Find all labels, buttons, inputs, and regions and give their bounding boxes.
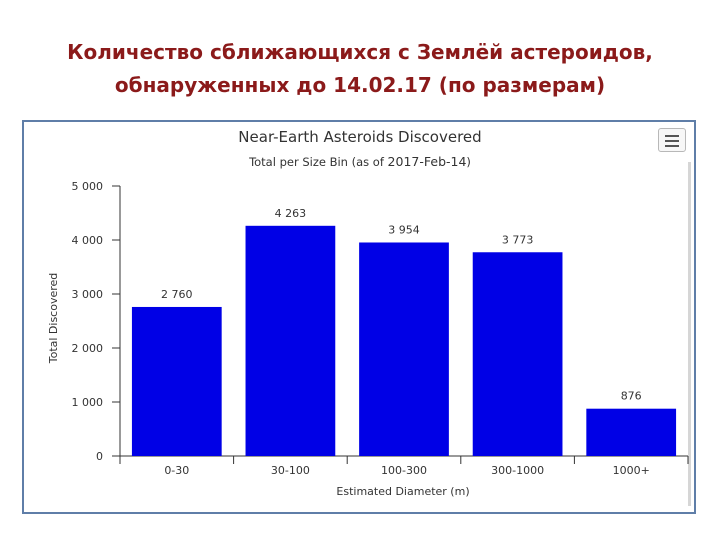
menu-line <box>665 145 679 147</box>
x-tick-label: 1000+ <box>613 464 650 477</box>
bar <box>359 242 449 456</box>
bar <box>131 306 222 456</box>
x-axis-label: Estimated Diameter (m) <box>336 485 469 498</box>
chart-subtitle: Total per Size Bin (as of 2017-Feb-14) <box>248 154 471 169</box>
menu-line <box>665 140 679 142</box>
slide-title-line-1: Количество сближающихся с Землёй астерои… <box>67 40 653 64</box>
menu-line <box>665 135 679 137</box>
chart-subtitle-suffix: ) <box>466 155 471 169</box>
y-tick-label: 5 000 <box>72 180 104 193</box>
bar <box>245 225 336 456</box>
y-tick-label: 3 000 <box>72 288 104 301</box>
chart-subtitle-date: 2017-Feb-14 <box>388 154 467 169</box>
y-axis-label: Total Discovered <box>47 273 60 365</box>
y-tick-label: 4 000 <box>72 234 104 247</box>
chart-frame-shadow <box>688 162 691 506</box>
bars <box>131 225 677 456</box>
x-tick-label: 300-1000 <box>491 464 544 477</box>
bar <box>586 408 677 456</box>
slide-title: Количество сближающихся с Землёй астерои… <box>20 36 700 102</box>
x-tick-label: 0-30 <box>164 464 189 477</box>
bar-data-label: 876 <box>621 390 642 403</box>
slide-title-line-2: обнаруженных до 14.02.17 (по размерам) <box>114 73 606 97</box>
y-tick-label: 0 <box>96 450 103 463</box>
bar <box>472 252 563 456</box>
x-tick-label: 100-300 <box>381 464 427 477</box>
chart-title: Near-Earth Asteroids Discovered <box>238 128 481 146</box>
bar-data-label: 4 263 <box>275 207 307 220</box>
bar-data-label: 3 773 <box>502 233 534 246</box>
bar-data-label: 3 954 <box>388 223 420 236</box>
y-tick-label: 2 000 <box>72 342 104 355</box>
x-tick-label: 30-100 <box>271 464 310 477</box>
hamburger-menu-icon[interactable] <box>658 128 686 152</box>
data-labels: 2 760 4 263 3 954 3 773 876 <box>161 207 642 403</box>
bar-data-label: 2 760 <box>161 288 193 301</box>
y-tick-label: 1 000 <box>72 396 104 409</box>
chart-subtitle-prefix: Total per Size Bin (as of <box>248 155 387 169</box>
